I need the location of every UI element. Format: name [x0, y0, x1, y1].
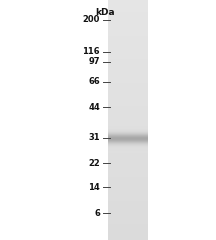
Text: 6: 6 — [94, 209, 100, 217]
Text: 66: 66 — [88, 78, 100, 86]
Text: 116: 116 — [82, 48, 100, 56]
Text: 14: 14 — [88, 182, 100, 192]
Text: 44: 44 — [88, 102, 100, 112]
Text: 200: 200 — [83, 16, 100, 24]
Text: 31: 31 — [88, 133, 100, 143]
Text: 97: 97 — [89, 58, 100, 66]
Text: 22: 22 — [88, 158, 100, 168]
Text: kDa: kDa — [95, 8, 115, 17]
